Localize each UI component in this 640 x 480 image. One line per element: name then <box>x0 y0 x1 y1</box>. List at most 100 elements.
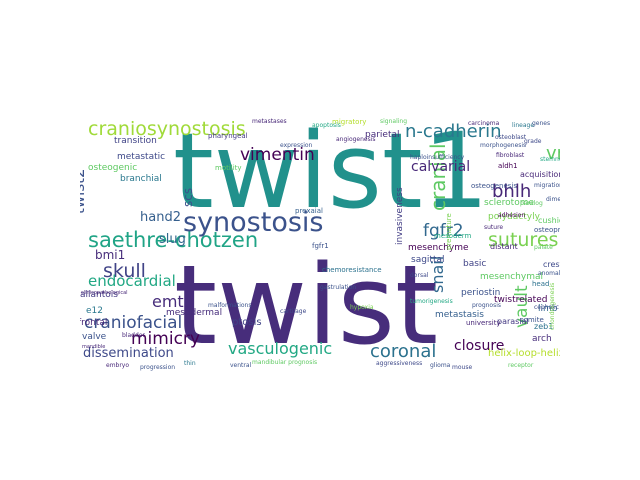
word-university: university <box>466 319 501 327</box>
word-cephalic: cephalic <box>534 304 559 311</box>
word-suture: suture <box>484 224 504 231</box>
word-twist1: twist1 <box>173 113 489 232</box>
word-hypoxia: hypoxia <box>350 304 374 311</box>
word-arch: arch <box>532 334 552 344</box>
word-endocardial: endocardial <box>88 272 176 290</box>
word-branchial: branchial <box>120 174 162 184</box>
word-signaling: signaling <box>380 118 408 125</box>
word-adhesion: adhesion <box>498 212 526 219</box>
word-vm: vm <box>546 143 560 164</box>
word-fgfr1: fgfr1 <box>312 242 329 250</box>
word-aldh1: aldh1 <box>498 162 518 170</box>
word-slug: slug <box>159 232 186 247</box>
word-osteoblast: osteoblast <box>495 134 527 141</box>
word-e12: e12 <box>86 306 103 316</box>
word-frontal: frontal <box>80 318 108 328</box>
word-hand2: hand2 <box>140 210 181 225</box>
word-bladder: bladder <box>122 332 145 339</box>
word-vasculogenic: vasculogenic <box>228 339 333 358</box>
word-palate: palate <box>534 244 553 251</box>
word-cartilage: cartilage <box>280 308 307 315</box>
word-mandibular-prognosis: mandibular prognosis <box>252 359 318 366</box>
word-fibroblast: fibroblast <box>496 152 525 159</box>
word-aggressiveness: aggressiveness <box>376 360 423 367</box>
word-mandible: mandible <box>82 344 106 350</box>
word-mesoderm: mesoderm <box>434 232 472 240</box>
word-coronal: coronal <box>370 341 437 362</box>
word-saethre-chotzen: saethre-chotzen <box>88 228 259 252</box>
word-polydactyly: polydactyly <box>488 212 540 222</box>
word-allantois: allantois <box>80 290 118 300</box>
word-calvarial: calvarial <box>411 159 471 175</box>
word-chemoresistance: chemoresistance <box>322 266 382 274</box>
word-ventral: ventral <box>230 362 252 369</box>
word-scs: scs <box>181 187 195 207</box>
word-mesodermal: mesodermal <box>166 308 223 318</box>
word-metastasis: metastasis <box>435 310 484 320</box>
word-ptosis: ptosis <box>232 317 262 328</box>
word-craniosynostosis: craniosynostosis <box>88 118 246 140</box>
word-metastatic: metastatic <box>117 152 166 162</box>
word-prognosis: prognosis <box>472 302 502 309</box>
word-invasiveness: invasiveness <box>395 187 405 245</box>
word-malformations: malformations <box>208 302 252 309</box>
word-acquisition: acquisition <box>520 170 560 179</box>
word-osteoprogenitor: osteoprogenitor <box>534 226 560 234</box>
word-mouse: mouse <box>452 364 473 371</box>
word-gastrulation: gastrulation <box>320 284 357 291</box>
word-head: head <box>532 280 550 288</box>
word-metastases: metastases <box>252 118 287 125</box>
word-sagittal: sagittal <box>411 255 445 265</box>
word-glioma: glioma <box>430 362 451 369</box>
word-migratory: migratory <box>332 118 367 126</box>
word-zeb1: zeb1 <box>534 322 554 331</box>
word-twistrelated: twistrelated <box>494 295 548 305</box>
word-grade: grade <box>524 138 542 145</box>
word-helix-loop-helix: helix-loop-helix <box>488 348 560 359</box>
word-parietal: parietal <box>365 130 400 140</box>
word-stemness: stemness <box>540 156 560 163</box>
word-tumorigenesis: tumorigenesis <box>410 298 453 305</box>
word-closure: closure <box>454 338 505 354</box>
word-migration: migration <box>534 182 560 189</box>
word-thin: thin <box>184 360 196 367</box>
word-motility: motility <box>215 164 242 172</box>
word-limb: limb <box>538 304 558 314</box>
word-distant: distant <box>490 242 518 251</box>
word-sclerotome: sclerotome <box>484 198 535 208</box>
word-somite: somite <box>520 316 544 324</box>
word-sutures: sutures <box>488 229 559 251</box>
word-clinicopathological: clinicopathological <box>81 290 128 296</box>
word-embryo: embryo <box>106 362 130 369</box>
word-receptor: receptor <box>508 362 534 369</box>
word-expression: expression <box>280 142 313 149</box>
word-mesenchyme: mesenchyme <box>408 243 469 253</box>
word-basic: basic <box>463 259 487 269</box>
word-mesenchymal: mesenchymal <box>480 272 543 282</box>
word-lineage: lineage <box>512 122 535 129</box>
word-chondrogenesis: chondrogenesis <box>549 282 556 330</box>
word-emt: emt <box>152 292 184 311</box>
word-osteogenesis: osteogenesis <box>471 182 517 190</box>
word-craniofacial: craniofacial <box>84 313 183 333</box>
word-morphogenesis: morphogenesis <box>480 142 527 149</box>
word-carcinoma: carcinoma <box>468 120 500 127</box>
word-transition: transition <box>114 136 157 146</box>
word-genes: genes <box>532 120 551 127</box>
word-twist: twist <box>174 241 439 369</box>
word-prexaial: prexaial <box>295 207 323 215</box>
word-bmi1: bmi1 <box>95 248 126 262</box>
word-angiogenesis: angiogenesis <box>336 136 376 143</box>
word-haploinsufficiency: haploinsufficiency <box>410 154 465 161</box>
word-dorsal: dorsal <box>410 272 429 279</box>
word-periostin: periostin <box>461 288 501 298</box>
word-valve: valve <box>82 332 107 342</box>
word-apoptosis: apoptosis <box>312 122 341 129</box>
word-anomalies: anomalies <box>538 270 560 277</box>
word-skull: skull <box>103 260 146 282</box>
word-cloud: twist1 twist craniosynostosis saethre-ch… <box>80 113 560 371</box>
word-crest: crest <box>543 260 560 269</box>
word-osteogenic: osteogenic <box>88 163 138 173</box>
word-dimer: dimer <box>546 196 560 203</box>
word-twist2: twist2 <box>80 168 88 214</box>
